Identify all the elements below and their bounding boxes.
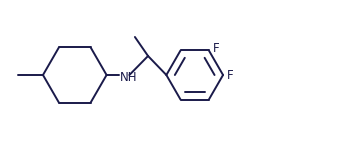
Text: F: F: [227, 69, 234, 81]
Text: F: F: [213, 42, 220, 55]
Text: NH: NH: [120, 70, 137, 84]
